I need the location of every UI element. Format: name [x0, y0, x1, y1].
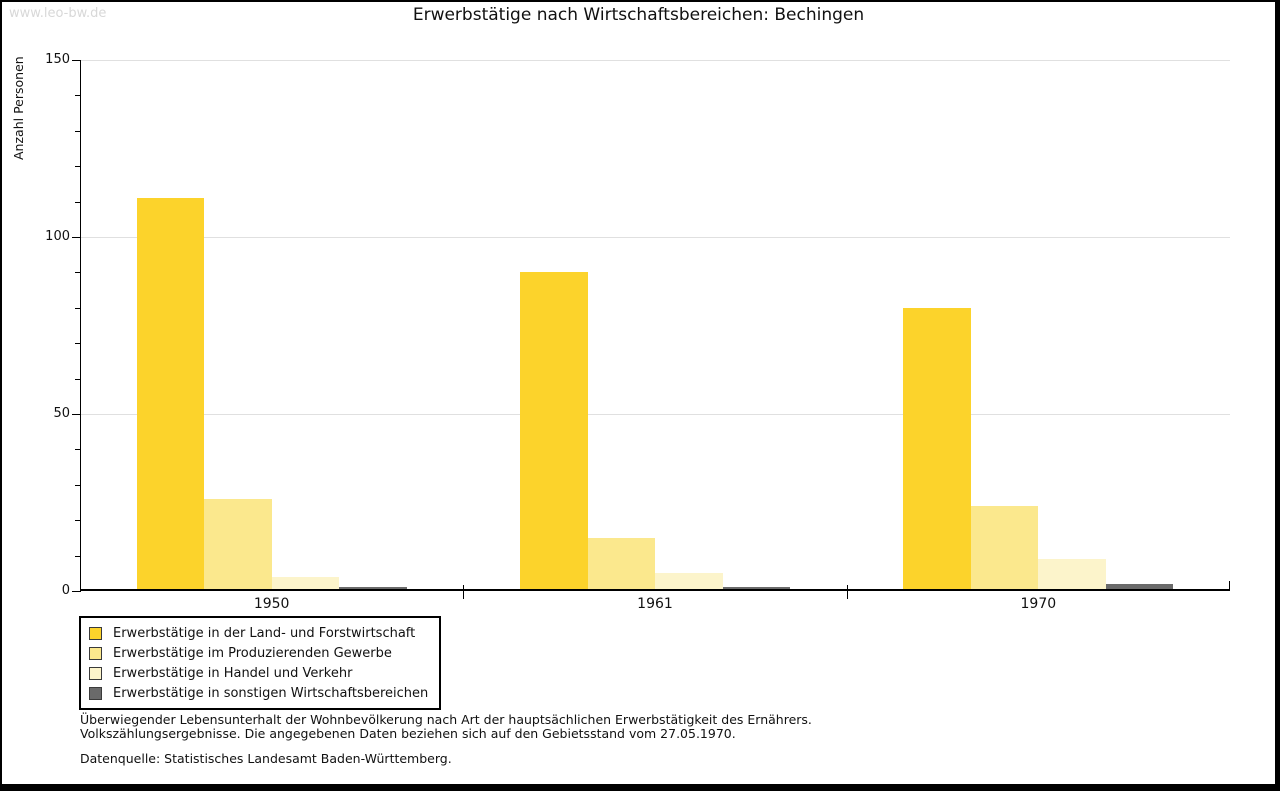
legend: Erwerbstätige in der Land- und Forstwirt… [79, 616, 442, 710]
y-minor-tick [75, 307, 80, 309]
y-axis-label: Anzahl Personen [11, 56, 26, 160]
footnote-line-2: Volkszählungsergebnisse. Die angegebenen… [80, 726, 736, 741]
y-minor-tick [75, 343, 80, 345]
x-category-label-1950: 1950 [253, 596, 290, 612]
y-minor-tick [75, 95, 80, 97]
y-major-tick [72, 414, 80, 415]
legend-item-2: Erwerbstätige im Produzierenden Gewerbe [89, 643, 428, 663]
bar-1950-series-3 [271, 576, 340, 591]
bar-1950-series-1 [136, 198, 205, 591]
x-category-label-1970: 1970 [1020, 596, 1057, 612]
bar-1970-series-2 [970, 506, 1039, 591]
x-axis-end-tick [1229, 581, 1230, 591]
bar-1950-series-2 [204, 498, 272, 591]
data-source: Datenquelle: Statistisches Landesamt Bad… [80, 751, 452, 766]
legend-label: Erwerbstätige in der Land- und Forstwirt… [113, 625, 416, 641]
y-minor-tick [75, 272, 80, 274]
bar-1961-series-1 [520, 272, 588, 591]
y-minor-tick [75, 484, 80, 486]
y-tick-label: 100 [45, 229, 70, 244]
x-category-label-1961: 1961 [637, 596, 673, 612]
watermark: www.leo-bw.de [9, 6, 107, 21]
chart-title: Erwerbstätige nach Wirtschaftsbereichen:… [412, 5, 865, 25]
y-tick-label: 0 [61, 583, 70, 598]
legend-label: Erwerbstätige in sonstigen Wirtschaftsbe… [113, 685, 429, 701]
legend-swatch-icon [89, 646, 102, 660]
gridline-150 [80, 60, 1230, 61]
y-minor-tick [75, 378, 80, 380]
bar-1970-series-3 [1038, 559, 1106, 591]
x-axis-line [80, 589, 1230, 591]
bar-1970-series-1 [903, 307, 971, 591]
legend-item-4: Erwerbstätige in sonstigen Wirtschaftsbe… [89, 683, 428, 703]
y-minor-tick [75, 166, 80, 168]
gridline-50 [80, 414, 1230, 415]
y-minor-tick [75, 449, 80, 451]
x-boundary-tick [463, 585, 464, 599]
y-axis-line [80, 60, 81, 592]
y-major-tick [72, 237, 80, 238]
gridline-100 [80, 237, 1230, 238]
y-tick-label: 50 [53, 406, 70, 421]
plot-area: 0 50 100 150 1950 1961 1970 [45, 52, 1230, 612]
legend-item-3: Erwerbstätige in Handel und Verkehr [89, 663, 428, 683]
y-minor-tick [75, 520, 80, 522]
y-major-tick [72, 591, 80, 592]
bar-1961-series-2 [587, 537, 655, 591]
legend-item-1: Erwerbstätige in der Land- und Forstwirt… [89, 623, 428, 643]
y-minor-tick [75, 130, 80, 132]
bar-1961-series-3 [655, 573, 723, 591]
y-major-tick [72, 60, 80, 61]
y-minor-tick [75, 555, 80, 557]
footnote-line-1: Überwiegender Lebensunterhalt der Wohnbe… [80, 712, 812, 727]
x-boundary-tick [847, 585, 848, 599]
legend-label: Erwerbstätige im Produzierenden Gewerbe [113, 645, 392, 661]
legend-swatch-icon [89, 666, 102, 680]
legend-swatch-icon [89, 626, 102, 640]
legend-label: Erwerbstätige in Handel und Verkehr [113, 665, 353, 681]
legend-swatch-icon [89, 686, 102, 700]
y-tick-label: 150 [45, 52, 70, 67]
bar-1970-series-4 [1105, 583, 1174, 591]
y-minor-tick [75, 201, 80, 203]
